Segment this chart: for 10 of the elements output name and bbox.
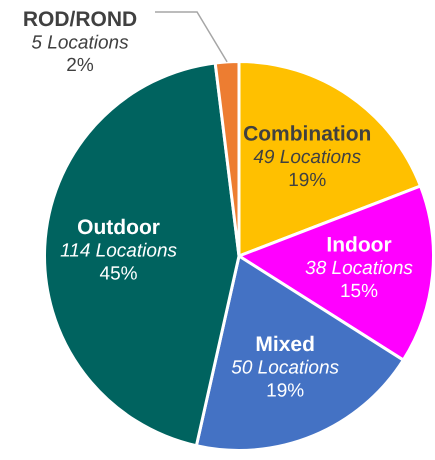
slice-label: Combination	[243, 122, 372, 146]
slice-label: Outdoor	[77, 216, 160, 239]
data-label: 50 Locations 19%	[231, 358, 340, 402]
data-label: 38 Locations 15%	[305, 258, 414, 302]
data-label: 49 Locations 19%	[253, 146, 362, 191]
slice-label: Indoor	[326, 234, 392, 257]
slice-label: ROD/ROND	[22, 8, 138, 31]
slice-label: Mixed	[255, 333, 315, 356]
data-label: 5 Locations 2%	[31, 32, 130, 76]
data-label: 114 Locations 45%	[60, 240, 178, 284]
